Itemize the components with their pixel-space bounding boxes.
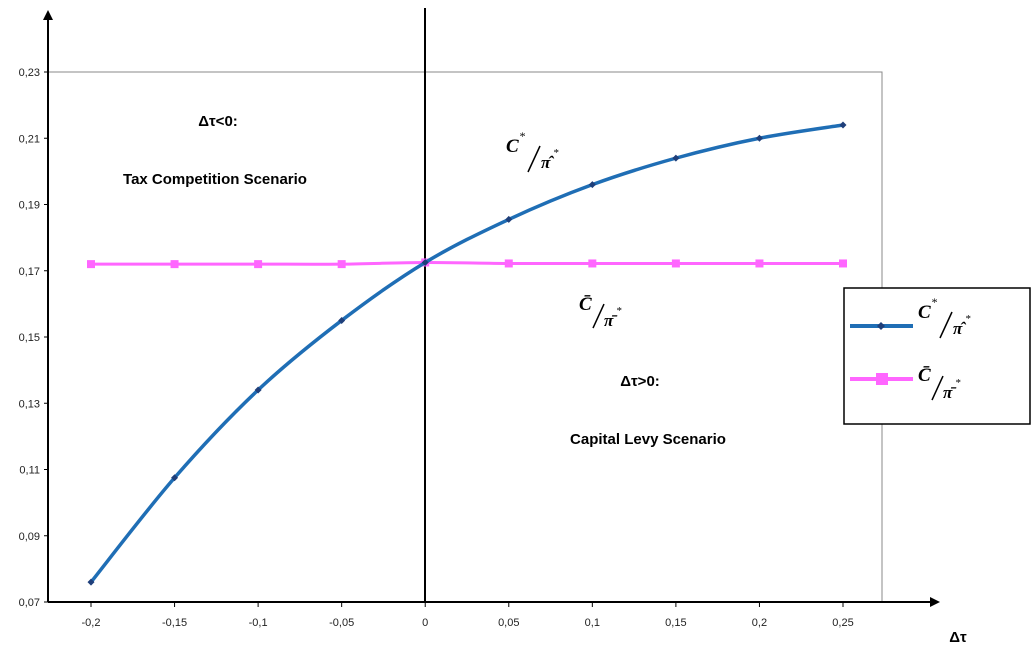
y-tick-label: 0,21 bbox=[19, 133, 40, 145]
series-layer bbox=[87, 121, 847, 586]
series1-curve-label: C * π̂ * bbox=[506, 129, 559, 173]
right-region-title: Δτ>0: bbox=[620, 373, 660, 390]
x-tick-label: 0,15 bbox=[665, 617, 686, 629]
y-tick-label: 0,07 bbox=[19, 597, 40, 609]
series-1-point bbox=[421, 258, 429, 266]
y-axis-ticks: 0,07 0,09 0,11 0,13 0,15 0,17 0,19 0,21 0,23 bbox=[19, 67, 48, 609]
svg-text:*: * bbox=[955, 377, 961, 389]
y-tick-label: 0,11 bbox=[19, 465, 40, 477]
series-2-point bbox=[839, 259, 847, 268]
svg-text:*: * bbox=[931, 295, 937, 309]
series2-curve-label: C̄ π̄ * bbox=[579, 294, 622, 330]
series-1 bbox=[87, 121, 847, 586]
right-region-subtitle: Capital Levy Scenario bbox=[570, 431, 726, 448]
y-tick-label: 0,09 bbox=[19, 531, 40, 543]
legend: C * π̂ * C̄ π̄ * bbox=[843, 287, 1031, 425]
svg-text:C̄: C̄ bbox=[579, 294, 592, 315]
svg-text:C̄: C̄ bbox=[918, 365, 931, 386]
y-tick-label: 0,17 bbox=[19, 266, 40, 278]
x-tick-label: -0,15 bbox=[162, 617, 187, 629]
series-1-point bbox=[672, 154, 680, 162]
svg-text:*: * bbox=[965, 313, 971, 325]
x-axis-label: Δτ bbox=[949, 629, 967, 646]
series-2-point bbox=[170, 260, 179, 269]
series-1-point bbox=[338, 316, 346, 324]
svg-text:C: C bbox=[918, 302, 931, 323]
series-2-point bbox=[504, 259, 513, 268]
series-1-point bbox=[505, 215, 513, 223]
series-2-line bbox=[90, 260, 843, 266]
y-tick-label: 0,15 bbox=[19, 332, 40, 344]
y-tick-label: 0,13 bbox=[19, 398, 40, 410]
legend-marker-series1 bbox=[877, 322, 885, 330]
series-2-point bbox=[671, 259, 680, 268]
series-1-point bbox=[171, 474, 179, 482]
series-1-point bbox=[839, 121, 847, 129]
series-2-point bbox=[755, 259, 764, 268]
svg-text:*: * bbox=[519, 129, 525, 143]
x-tick-label: -0,1 bbox=[249, 617, 268, 629]
series-1-line bbox=[89, 123, 844, 584]
x-axis-ticks: -0,2 -0,15 -0,1 -0,05 0 0,05 0,1 0,15 0,2 0,25 bbox=[82, 602, 854, 629]
series-1-point bbox=[254, 386, 262, 394]
svg-text:*: * bbox=[616, 305, 622, 317]
legend-box bbox=[843, 287, 1031, 425]
series-2-point bbox=[87, 260, 95, 269]
x-tick-label: 0,1 bbox=[585, 617, 600, 629]
left-region-subtitle: Tax Competition Scenario bbox=[123, 171, 307, 188]
x-tick-label: 0,2 bbox=[752, 617, 767, 629]
x-tick-label: 0,05 bbox=[498, 617, 519, 629]
x-tick-label: -0,05 bbox=[329, 617, 354, 629]
legend-marker-series2 bbox=[876, 373, 888, 385]
series-2-point bbox=[254, 260, 263, 269]
series-1-point bbox=[87, 578, 95, 586]
x-tick-label: 0,25 bbox=[832, 617, 853, 629]
plot-area-frame bbox=[47, 71, 883, 603]
x-tick-label: -0,2 bbox=[82, 617, 101, 629]
y-tick-label: 0,19 bbox=[19, 200, 40, 212]
svg-text:C: C bbox=[506, 136, 519, 157]
series-2-point bbox=[337, 260, 346, 269]
series-1-point bbox=[588, 181, 596, 189]
y-tick-label: 0,23 bbox=[19, 67, 40, 79]
series-2-point bbox=[588, 259, 597, 268]
series-1-point bbox=[755, 134, 763, 142]
legend-item-series1: C * π̂ * bbox=[850, 295, 971, 339]
left-region-title: Δτ<0: bbox=[198, 113, 238, 130]
series-2 bbox=[87, 258, 847, 269]
x-tick-label: 0 bbox=[422, 617, 428, 629]
svg-text:*: * bbox=[553, 147, 559, 159]
